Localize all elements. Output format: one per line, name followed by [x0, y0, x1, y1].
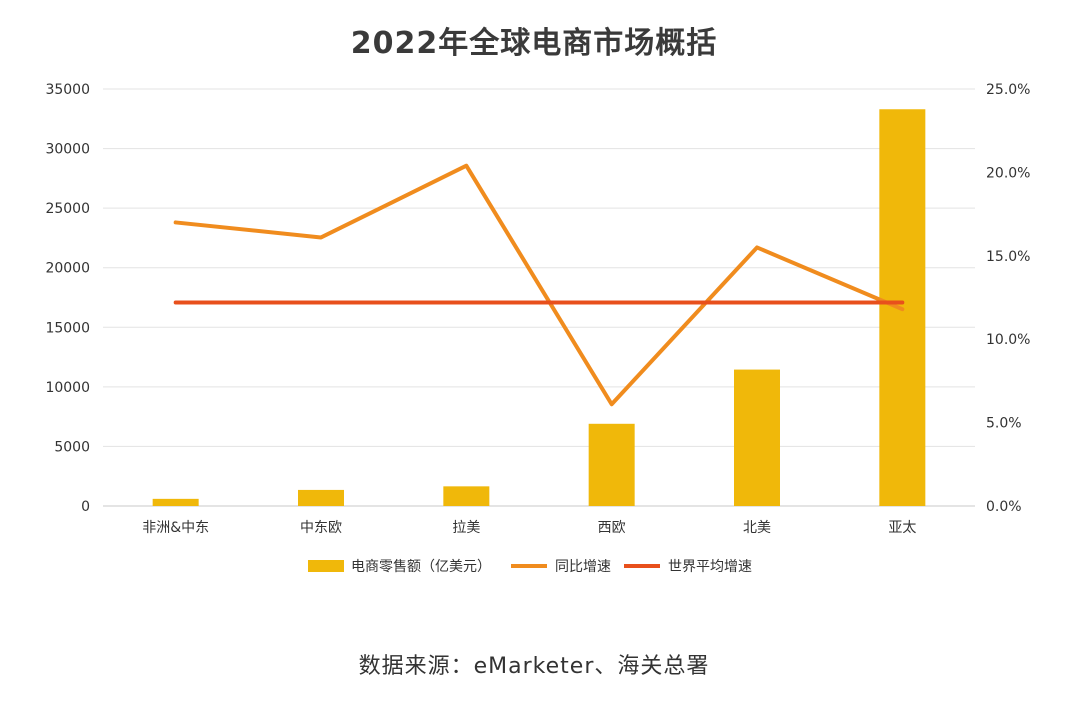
x-tick-label: 北美 — [743, 520, 771, 536]
chart-title: 2022年全球电商市场概括 — [350, 26, 718, 61]
x-tick-label: 拉美 — [452, 520, 480, 536]
y-left-tick-label: 10000 — [45, 380, 90, 396]
y-left-tick-label: 0 — [81, 499, 90, 515]
y-right-tick-label: 20.0% — [986, 165, 1030, 181]
bars — [152, 109, 926, 507]
y-right-tick-label: 10.0% — [986, 332, 1030, 348]
y-left-tick-label: 30000 — [45, 142, 90, 158]
grid-lines — [103, 88, 975, 507]
x-tick-label: 西欧 — [598, 520, 626, 536]
y-left-tick-label: 25000 — [45, 201, 90, 217]
bar — [152, 498, 199, 506]
x-tick-label: 亚太 — [888, 520, 916, 536]
x-tick-label: 非洲&中东 — [142, 520, 209, 536]
y-left-tick-label: 35000 — [45, 82, 90, 98]
y-left-tick-label: 5000 — [54, 439, 90, 455]
legend-swatch-bar — [308, 560, 344, 572]
legend: 电商零售额（亿美元） 同比增速 世界平均增速 — [308, 559, 752, 575]
legend-label: 同比增速 — [555, 559, 611, 575]
lines — [173, 163, 905, 407]
y-left-tick-label: 15000 — [45, 320, 90, 336]
bar — [298, 489, 344, 506]
bar — [734, 369, 780, 506]
data-source: 数据来源：eMarketer、海关总署 — [358, 654, 710, 679]
bar — [443, 486, 490, 506]
y-right-tick-label: 15.0% — [986, 249, 1030, 265]
bar — [588, 423, 635, 506]
y-right-tick-label: 25.0% — [986, 82, 1030, 98]
legend-label: 电商零售额（亿美元） — [351, 559, 491, 575]
x-tick-label: 中东欧 — [300, 520, 342, 536]
y-right-tick-label: 5.0% — [986, 416, 1022, 432]
legend-label: 世界平均增速 — [668, 559, 752, 575]
y-right-tick-label: 0.0% — [986, 499, 1022, 515]
axes: 0 5000 10000 15000 20000 25000 30000 35000 0.0% 5… — [45, 82, 1030, 536]
growth-rate-line — [173, 163, 905, 407]
y-left-tick-label: 20000 — [45, 261, 90, 277]
